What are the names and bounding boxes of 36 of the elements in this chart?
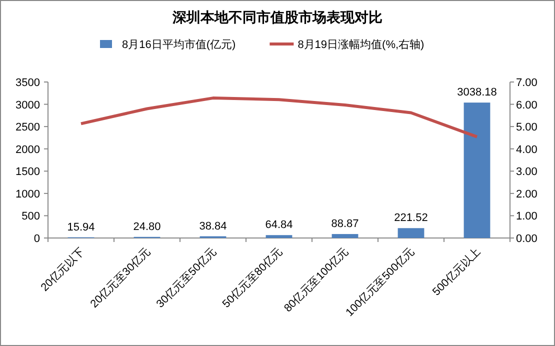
bar — [398, 228, 424, 238]
bar — [266, 235, 292, 238]
y2-tick-label: 5.00 — [516, 122, 538, 134]
bar — [464, 102, 490, 238]
chart-title: 深圳本地不同市值股市场表现对比 — [172, 9, 382, 25]
y2-tick-label: 4.00 — [516, 144, 538, 156]
y-tick-label: 3500 — [16, 77, 40, 89]
data-label: 221.52 — [394, 212, 428, 224]
y2-tick-label: 7.00 — [516, 77, 538, 89]
y2-tick-label: 2.00 — [516, 188, 538, 200]
bar — [332, 234, 358, 238]
y-tick-label: 3000 — [16, 99, 40, 112]
x-tick-label: 50亿元至80亿元 — [220, 246, 286, 310]
data-label: 15.94 — [67, 221, 95, 234]
legend-label: 8月19日涨幅均值(%,右轴) — [298, 38, 424, 51]
x-tick-label: 20亿元至30亿元 — [88, 246, 154, 310]
x-tick-label: 30亿元至50亿元 — [154, 246, 220, 310]
data-label: 88.87 — [331, 218, 359, 230]
y-tick-label: 1500 — [16, 166, 40, 178]
data-label: 64.84 — [265, 219, 293, 232]
x-tick-label: 500亿元以上 — [430, 244, 484, 298]
y-tick-label: 2500 — [16, 122, 40, 134]
legend-label: 8月16日平均市值(亿元) — [122, 38, 236, 51]
x-tick-label: 20亿元以下 — [38, 244, 88, 294]
data-label: 24.80 — [133, 220, 161, 233]
y2-tick-label: 0.00 — [516, 233, 538, 245]
y-tick-label: 1000 — [16, 188, 40, 200]
y-tick-label: 2000 — [16, 144, 40, 156]
data-label: 38.84 — [199, 220, 227, 232]
y2-tick-label: 3.00 — [516, 166, 538, 178]
y2-tick-label: 6.00 — [516, 99, 538, 112]
y2-tick-label: 1.00 — [516, 210, 538, 223]
y-tick-label: 0 — [34, 233, 40, 245]
data-label: 3038.18 — [457, 86, 497, 99]
y-tick-label: 500 — [22, 210, 40, 223]
line-series — [80, 96, 478, 138]
